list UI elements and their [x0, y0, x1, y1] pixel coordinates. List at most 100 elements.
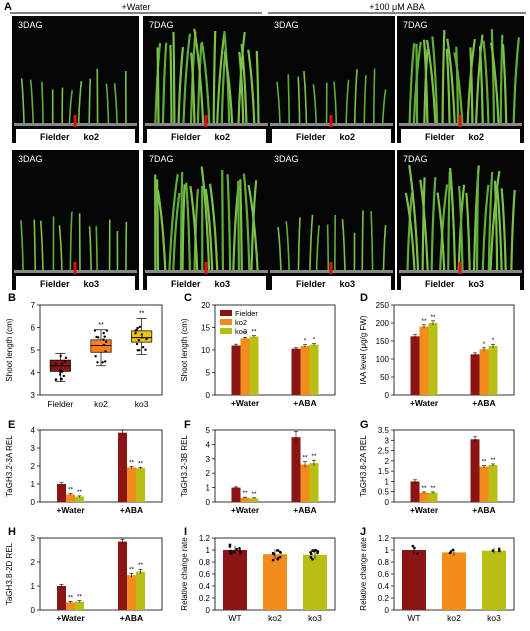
x-tick-label: +Water [231, 505, 260, 515]
data-point [136, 327, 138, 329]
photo-days-label: 3DAG [18, 20, 43, 30]
significance-mark: ** [139, 311, 145, 318]
y-tick-label: 4 [31, 426, 36, 435]
bar-ko3 [310, 345, 319, 395]
data-point [103, 344, 105, 346]
y-tick-label: 1 [385, 477, 390, 486]
label-strip [147, 129, 266, 143]
bar-ko2 [301, 346, 310, 395]
data-point [277, 557, 280, 560]
y-tick-label: 0.6 [199, 570, 211, 579]
y-axis-label: TaGH3.2-3A REL [5, 435, 14, 497]
panel-label-d: D [360, 292, 368, 304]
legend-label: ko3 [235, 327, 247, 336]
x-tick-label: ko3 [308, 613, 322, 623]
panel-label-f: F [184, 419, 191, 431]
photo-genotype-left: Fielder [171, 132, 201, 142]
y-tick-label: 2 [31, 462, 36, 471]
x-tick-label: +ABA [293, 398, 316, 408]
bar-ko2 [241, 498, 250, 502]
seedling-leaf [477, 173, 478, 270]
significance-mark: * [304, 338, 307, 345]
significance-mark: ** [68, 594, 74, 601]
y-tick-label: 20 [201, 301, 210, 310]
y-tick-label: 250 [376, 301, 390, 310]
significance-mark: ** [242, 490, 248, 497]
bar-ko3 [310, 463, 319, 502]
bar-Fielder [471, 354, 480, 395]
y-tick-label: 1 [31, 480, 36, 489]
bar-ko2 [301, 465, 310, 502]
y-tick-label: 0.4 [199, 582, 211, 591]
seedling-leaf [96, 226, 97, 270]
y-tick-label: 150 [376, 337, 390, 346]
significance-mark: * [483, 341, 486, 348]
bar-ko3 [136, 468, 145, 502]
bar-Fielder [232, 488, 241, 502]
data-point [239, 552, 242, 555]
y-tick-label: 1 [206, 546, 211, 555]
bar-ko2 [420, 327, 429, 395]
significance-mark: ** [421, 318, 427, 325]
divider-marker [459, 262, 462, 274]
bar-Fielder [57, 586, 66, 610]
significance-mark: ** [129, 566, 135, 573]
seedling-leaf [362, 210, 363, 270]
y-tick-label: 1 [31, 582, 36, 591]
photo-days-label: 3DAG [18, 154, 43, 164]
bar-ko2 [66, 494, 75, 502]
photo-days-label: 7DAG [149, 20, 174, 30]
data-point [139, 326, 141, 328]
bar-Fielder [292, 349, 301, 395]
divider-marker [74, 115, 77, 127]
data-point [413, 547, 416, 550]
x-tick-label: ko2 [268, 613, 282, 623]
bar-ko2 [127, 467, 136, 502]
y-tick-label: 0 [385, 498, 390, 507]
data-point [272, 559, 275, 562]
bar-ko2 [127, 575, 136, 610]
y-tick-label: 1 [385, 546, 390, 555]
bar-Fielder [471, 439, 480, 502]
photo-genotype-right: ko3 [469, 279, 485, 289]
label-strip [147, 276, 266, 290]
photo-days-label: 7DAG [403, 154, 428, 164]
bar-ko3 [75, 497, 84, 502]
data-point [59, 373, 61, 375]
data-point [60, 355, 62, 357]
legend-swatch-Fielder [220, 310, 232, 316]
seedling-leaf [374, 69, 375, 123]
photo-days-label: 7DAG [149, 154, 174, 164]
photo-days-label: 7DAG [403, 20, 428, 30]
y-tick-label: 5 [206, 426, 211, 435]
significance-mark: ** [251, 491, 257, 498]
y-axis-label: Relative change rate [180, 537, 189, 611]
bar-ko3 [429, 493, 438, 502]
data-point [317, 550, 320, 553]
data-point [238, 547, 241, 550]
bar-Fielder [411, 336, 420, 395]
panel-label-b: B [8, 292, 16, 304]
significance-mark: ** [77, 594, 83, 601]
data-point [65, 357, 67, 359]
photo-genotype-left: Fielder [40, 132, 70, 142]
data-point [142, 346, 144, 348]
divider-marker [459, 115, 462, 127]
y-axis-label: IAA level (μg/g FW) [359, 315, 368, 384]
photo-genotype-left: Fielder [296, 132, 326, 142]
y-tick-label: 1 [206, 484, 211, 493]
data-point [272, 552, 275, 555]
panel-label-a: A [4, 1, 12, 13]
y-tick-label: 3 [31, 391, 36, 400]
x-tick-label: +Water [56, 505, 85, 515]
y-tick-label: 0 [31, 606, 36, 615]
x-tick-label: WT [228, 613, 241, 623]
data-point [229, 545, 232, 548]
box-ko2 [91, 340, 111, 352]
